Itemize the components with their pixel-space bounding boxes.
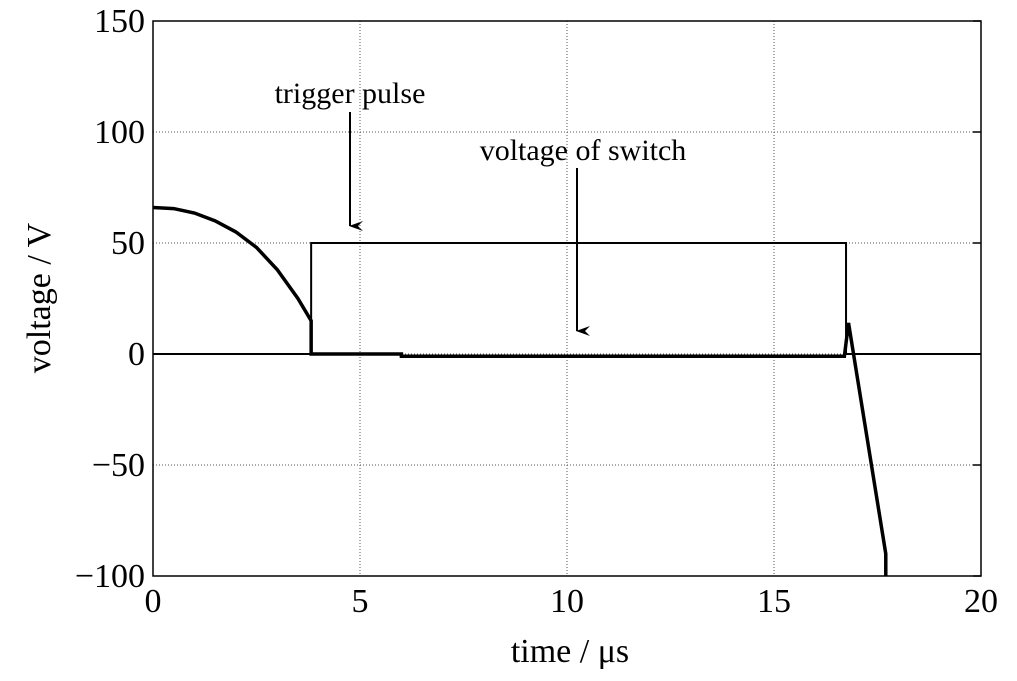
x-tick-label: 20 bbox=[964, 583, 998, 620]
x-axis-title: time / μs bbox=[511, 633, 629, 670]
plot-frame bbox=[152, 20, 982, 577]
x-tick-label: 10 bbox=[550, 583, 584, 620]
y-axis-title: voltage / V bbox=[21, 222, 58, 373]
y-tick-label: −100 bbox=[75, 558, 145, 595]
line-series bbox=[153, 242, 981, 355]
annotation: trigger pulse bbox=[275, 77, 426, 110]
x-tick-label: 0 bbox=[145, 583, 162, 620]
y-tick-label: 50 bbox=[111, 225, 145, 262]
line-series bbox=[152, 205, 888, 576]
annotation: voltage of switch bbox=[480, 134, 687, 167]
x-tick-label: 5 bbox=[352, 583, 369, 620]
y-tick-label: 100 bbox=[94, 114, 145, 151]
y-tick-label: 150 bbox=[94, 3, 145, 40]
y-tick-label: 0 bbox=[128, 336, 145, 373]
x-tick-label: 15 bbox=[757, 583, 791, 620]
y-tick-label: −50 bbox=[92, 447, 145, 484]
